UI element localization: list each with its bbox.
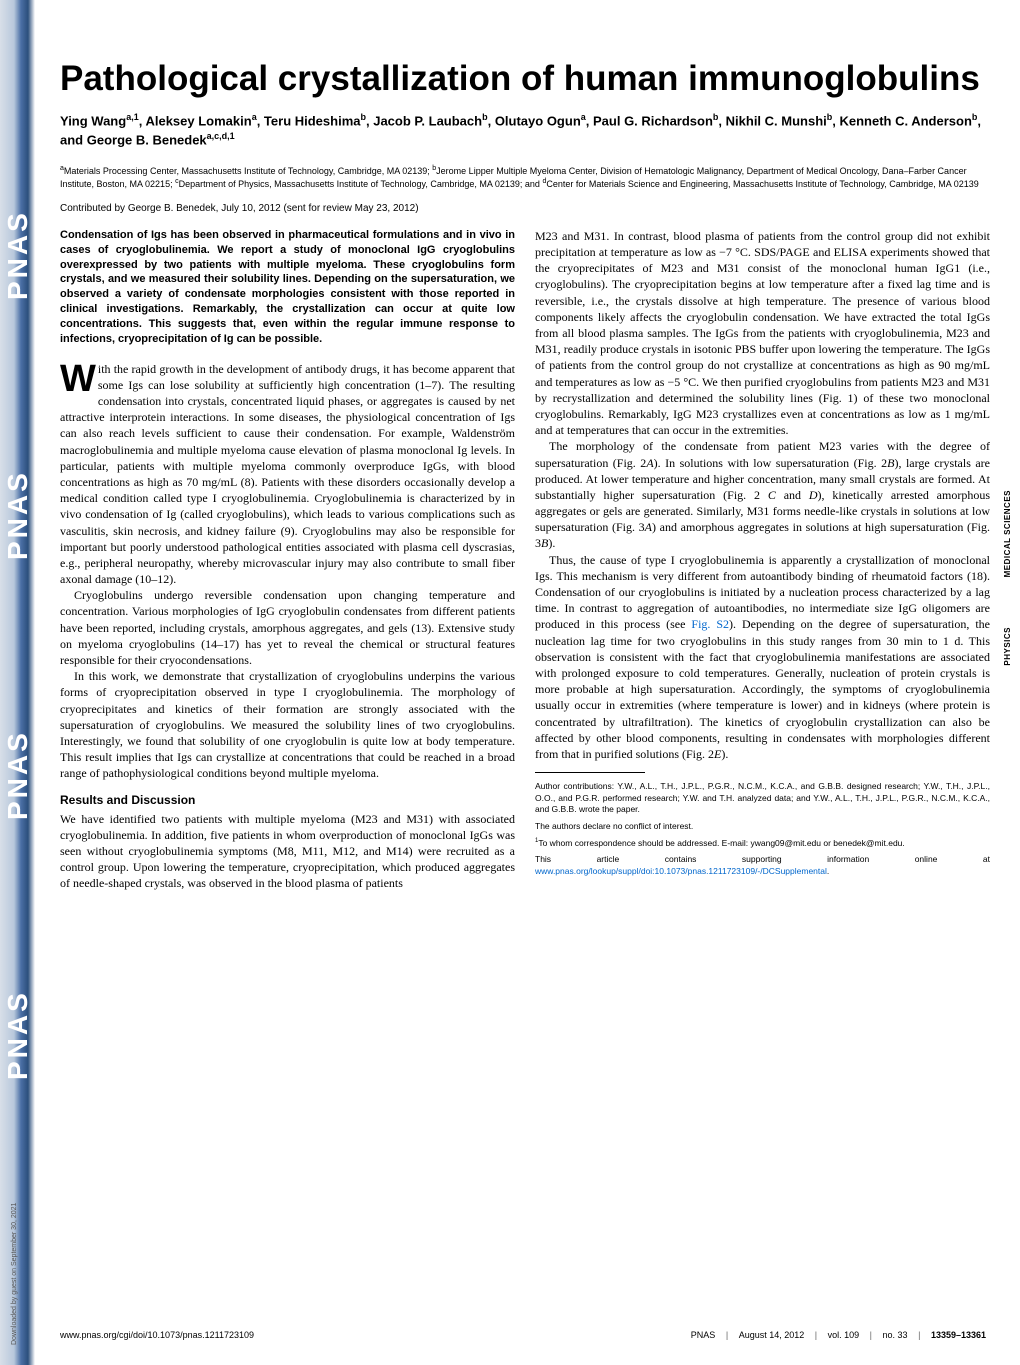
- author-contributions: Author contributions: Y.W., A.L., T.H., …: [535, 781, 990, 815]
- pnas-logo: PNAS: [2, 470, 34, 560]
- volume: vol. 109: [828, 1330, 860, 1340]
- category-medical: MEDICAL SCIENCES: [1003, 490, 1012, 577]
- supporting-info: This article contains supporting informa…: [535, 854, 990, 877]
- contributed-line: Contributed by George B. Benedek, July 1…: [60, 203, 990, 214]
- authors-list: Ying Wanga,1, Aleksey Lomakina, Teru Hid…: [60, 111, 990, 150]
- page-range: 13359–13361: [931, 1330, 986, 1340]
- article-title: Pathological crystallization of human im…: [60, 60, 990, 99]
- body-para: With the rapid growth in the development…: [60, 361, 515, 588]
- body-para: We have identified two patients with mul…: [60, 811, 515, 892]
- affiliations: aMaterials Processing Center, Massachuse…: [60, 164, 990, 191]
- body-para: The morphology of the condensate from pa…: [535, 438, 990, 551]
- article-content: Pathological crystallization of human im…: [60, 60, 990, 892]
- doi-link[interactable]: www.pnas.org/cgi/doi/10.1073/pnas.121172…: [60, 1330, 254, 1340]
- left-column: Condensation of Igs has been observed in…: [60, 228, 515, 892]
- download-note: Downloaded by guest on September 30, 202…: [11, 1203, 18, 1345]
- journal-name: PNAS: [691, 1330, 716, 1340]
- body-para: In this work, we demonstrate that crysta…: [60, 668, 515, 781]
- category-physics: PHYSICS: [1003, 627, 1012, 666]
- page-info: PNAS | August 14, 2012 | vol. 109 | no. …: [687, 1330, 990, 1340]
- pnas-logo: PNAS: [2, 730, 34, 820]
- pnas-sidebar: PNAS PNAS PNAS PNAS Downloaded by guest …: [0, 0, 35, 1365]
- pnas-logo: PNAS: [2, 210, 34, 300]
- section-heading: Results and Discussion: [60, 792, 515, 808]
- category-labels: MEDICAL SCIENCES PHYSICS: [1003, 490, 1012, 666]
- abstract: Condensation of Igs has been observed in…: [60, 228, 515, 347]
- dropcap: W: [60, 361, 98, 395]
- issue-number: no. 33: [883, 1330, 908, 1340]
- body-para: Thus, the cause of type I cryoglobulinem…: [535, 552, 990, 762]
- body-text: ith the rapid growth in the development …: [60, 362, 515, 586]
- right-column: M23 and M31. In contrast, blood plasma o…: [535, 228, 990, 892]
- footnote-divider: [535, 772, 645, 773]
- page-footer: www.pnas.org/cgi/doi/10.1073/pnas.121172…: [60, 1330, 990, 1340]
- body-para: M23 and M31. In contrast, blood plasma o…: [535, 228, 990, 438]
- pnas-logo: PNAS: [2, 990, 34, 1080]
- body-para: Cryoglobulins undergo reversible condens…: [60, 587, 515, 668]
- issue-date: August 14, 2012: [739, 1330, 805, 1340]
- conflict-statement: The authors declare no conflict of inter…: [535, 821, 990, 832]
- correspondence: 1To whom correspondence should be addres…: [535, 837, 990, 849]
